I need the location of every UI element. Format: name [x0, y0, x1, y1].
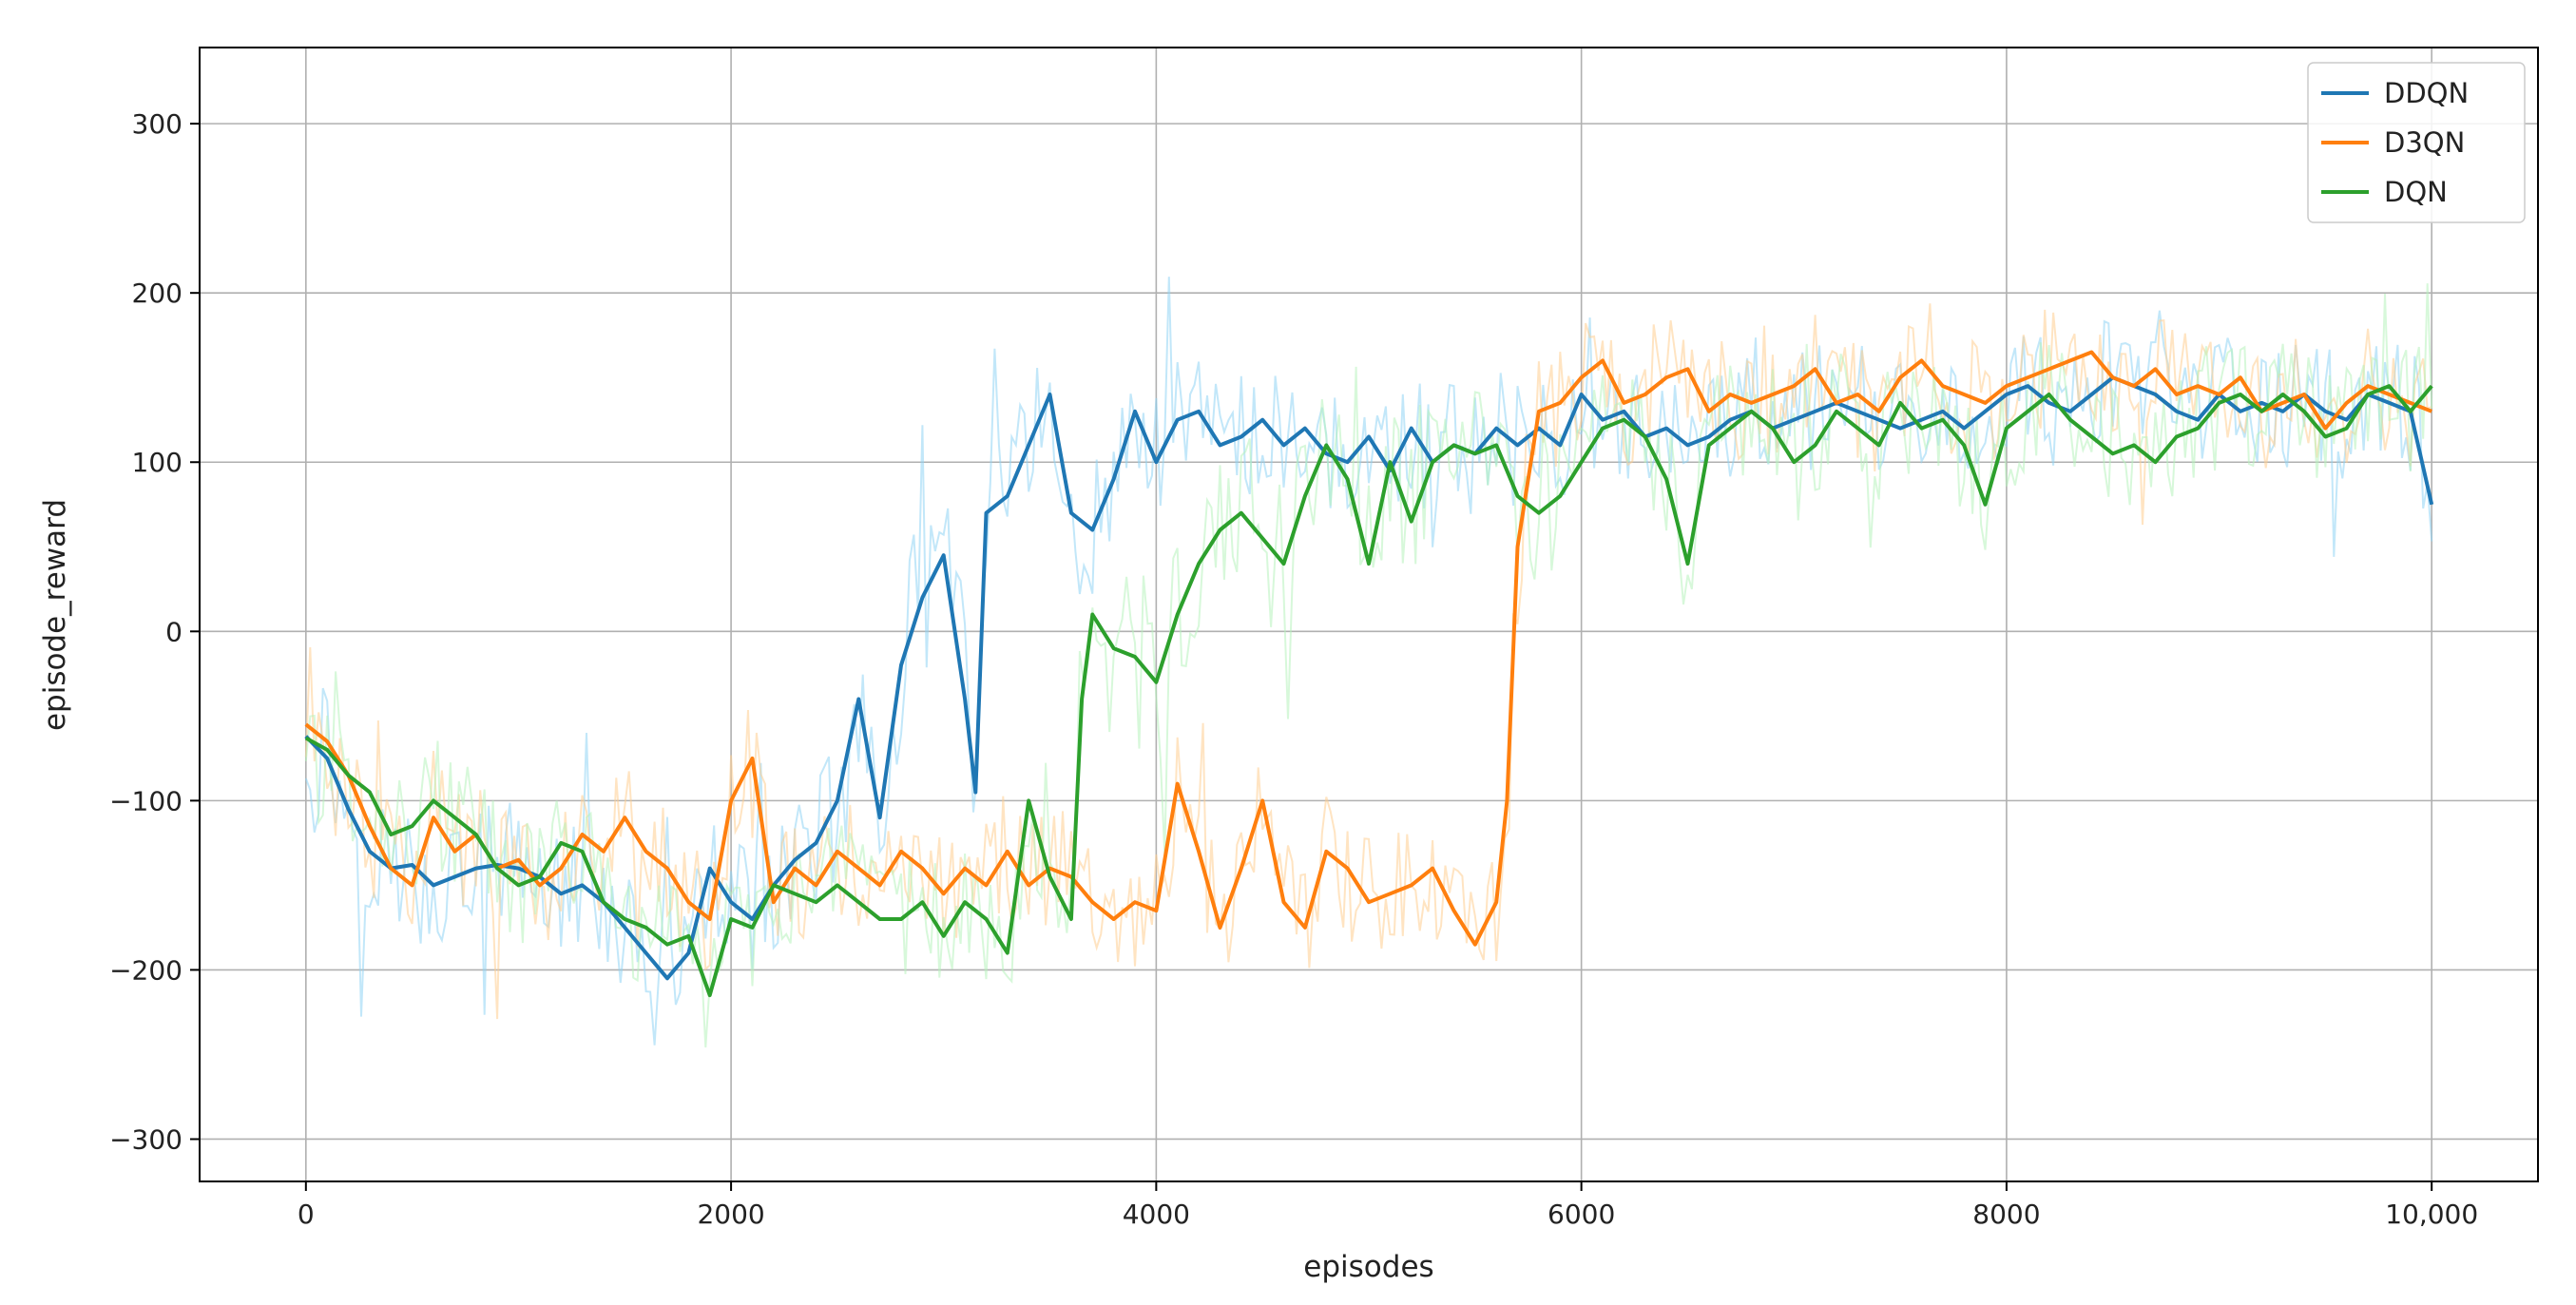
- y-tick-label: −100: [109, 785, 183, 816]
- y-tick-label: −200: [109, 954, 183, 986]
- series-lines: [304, 350, 2434, 998]
- x-tick-label: 6000: [1548, 1199, 1615, 1230]
- y-axis-title: episode_reward: [38, 499, 72, 731]
- legend-box: [2307, 62, 2526, 223]
- legend-label-ddqn: DDQN: [2384, 77, 2469, 109]
- x-tick-label: 0: [298, 1199, 315, 1230]
- x-tick-label: 2000: [697, 1199, 764, 1230]
- raw-data-layer: [304, 277, 2433, 1048]
- x-tick-label: 10,000: [2385, 1199, 2478, 1230]
- series-ddqn-line: [304, 375, 2434, 981]
- legend: DDQN D3QN DQN: [2307, 62, 2526, 223]
- y-tick-label: −300: [109, 1123, 183, 1155]
- series-d3qn-line: [304, 350, 2432, 947]
- axis-ticks: 0 2000 4000 6000 8000 10,000 −300 −200 −100 0 100 2…: [109, 108, 2478, 1230]
- plot-frame: [199, 47, 2539, 1182]
- y-tick-label: 200: [132, 278, 183, 309]
- gridlines: [200, 48, 2538, 1181]
- x-axis-title: episodes: [1303, 1250, 1433, 1284]
- legend-label-dqn: DQN: [2384, 176, 2448, 208]
- y-tick-label: 100: [132, 447, 183, 478]
- x-tick-label: 4000: [1123, 1199, 1190, 1230]
- series-dqn-raw: [304, 283, 2433, 1048]
- y-tick-label: 0: [165, 616, 183, 647]
- y-tick-label: 300: [132, 108, 183, 140]
- series-d3qn-raw: [304, 303, 2432, 1020]
- legend-label-d3qn: D3QN: [2384, 126, 2465, 159]
- legend-items: DDQN D3QN DQN: [2321, 77, 2469, 208]
- series-dqn-line: [304, 384, 2433, 998]
- x-tick-label: 8000: [1972, 1199, 2040, 1230]
